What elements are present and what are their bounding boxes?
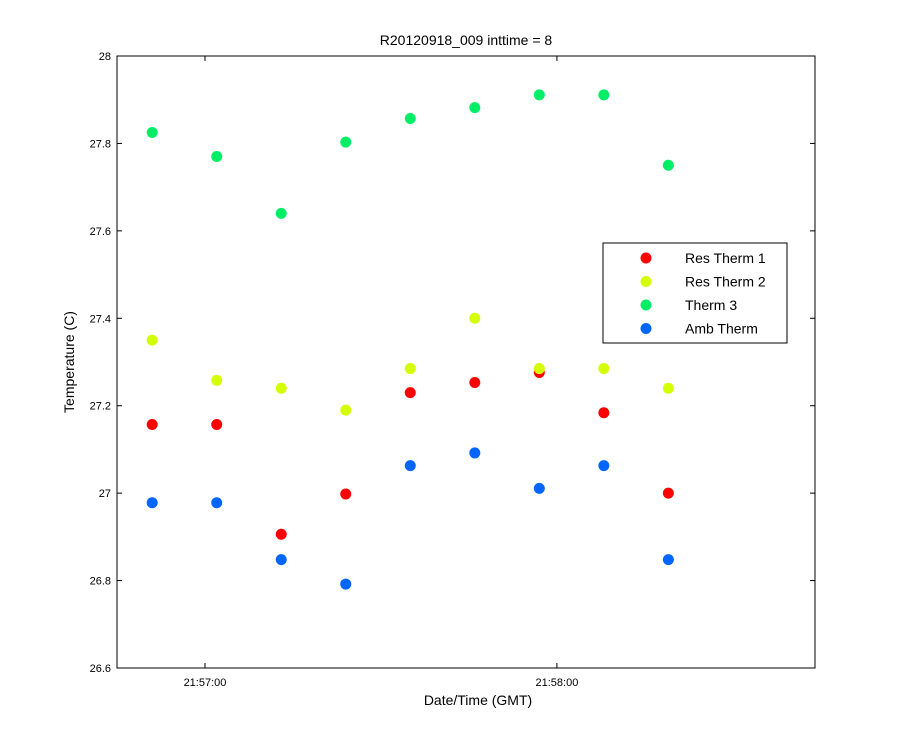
point-series-2-5 xyxy=(469,102,481,114)
point-series-3-3 xyxy=(340,578,352,590)
y-tick-label: 27.4 xyxy=(90,313,111,325)
point-series-2-3 xyxy=(340,136,352,148)
point-series-1-6 xyxy=(533,363,545,375)
point-series-0-4 xyxy=(404,387,416,399)
point-series-0-5 xyxy=(469,377,481,389)
y-tick-label: 27.6 xyxy=(90,226,111,238)
y-tick-label: 27.2 xyxy=(90,401,111,413)
y-axis-label: Temperature (C) xyxy=(61,311,77,413)
y-tick-label: 27 xyxy=(99,488,111,500)
point-series-0-0 xyxy=(146,419,158,431)
point-series-1-8 xyxy=(662,382,674,394)
legend-label: Res Therm 1 xyxy=(685,250,766,266)
point-series-3-5 xyxy=(469,447,481,459)
point-series-3-6 xyxy=(533,482,545,494)
point-series-1-0 xyxy=(146,334,158,346)
legend-label: Therm 3 xyxy=(685,297,737,313)
legend-box xyxy=(602,242,788,344)
point-series-0-3 xyxy=(340,488,352,500)
point-series-2-6 xyxy=(533,89,545,101)
legend-marker xyxy=(640,299,652,311)
point-series-0-2 xyxy=(275,528,287,540)
point-series-3-8 xyxy=(662,554,674,566)
point-series-1-4 xyxy=(404,363,416,375)
legend: Res Therm 1 Res Therm 2 Therm 3 Amb Therm xyxy=(602,242,788,344)
y-tick-label: 27.8 xyxy=(90,138,111,150)
legend-label: Amb Therm xyxy=(685,321,758,337)
point-series-1-1 xyxy=(211,374,223,386)
point-series-0-7 xyxy=(598,407,610,419)
point-series-3-2 xyxy=(275,554,287,566)
data-points xyxy=(146,89,674,590)
legend-label: Res Therm 2 xyxy=(685,274,766,290)
legend-marker xyxy=(640,252,652,264)
y-tick-label: 28 xyxy=(99,51,111,63)
point-series-2-1 xyxy=(211,151,223,163)
y-tick-label: 26.8 xyxy=(90,576,111,588)
point-series-3-1 xyxy=(211,497,223,509)
point-series-0-1 xyxy=(211,419,223,431)
legend-marker xyxy=(640,276,652,287)
point-series-2-0 xyxy=(146,127,158,138)
x-axis-label: Date/Time (GMT) xyxy=(424,692,532,708)
point-series-1-2 xyxy=(275,382,287,394)
point-series-3-4 xyxy=(404,460,416,472)
point-series-2-8 xyxy=(662,159,674,171)
point-series-1-3 xyxy=(340,404,352,416)
y-tick-label: 26.6 xyxy=(90,663,111,675)
point-series-3-7 xyxy=(598,460,610,472)
plot-area xyxy=(116,55,816,669)
point-series-2-4 xyxy=(404,113,416,125)
x-tick-label: 21:58:00 xyxy=(536,677,579,689)
x-axis-ticks: 21:57:00 21:58:00 xyxy=(184,56,579,689)
point-series-1-5 xyxy=(469,312,481,324)
point-series-0-8 xyxy=(662,487,674,499)
chart-title: R20120918_009 inttime = 8 xyxy=(380,32,553,48)
x-tick-label: 21:57:00 xyxy=(184,677,227,689)
point-series-3-0 xyxy=(146,497,158,509)
y-axis-ticks: 26.6 26.8 27 27.2 27.4 27.6 27.8 28 xyxy=(90,51,815,675)
legend-marker xyxy=(640,323,652,334)
point-series-2-7 xyxy=(598,89,610,101)
point-series-2-2 xyxy=(275,207,287,219)
point-series-1-7 xyxy=(598,363,610,375)
